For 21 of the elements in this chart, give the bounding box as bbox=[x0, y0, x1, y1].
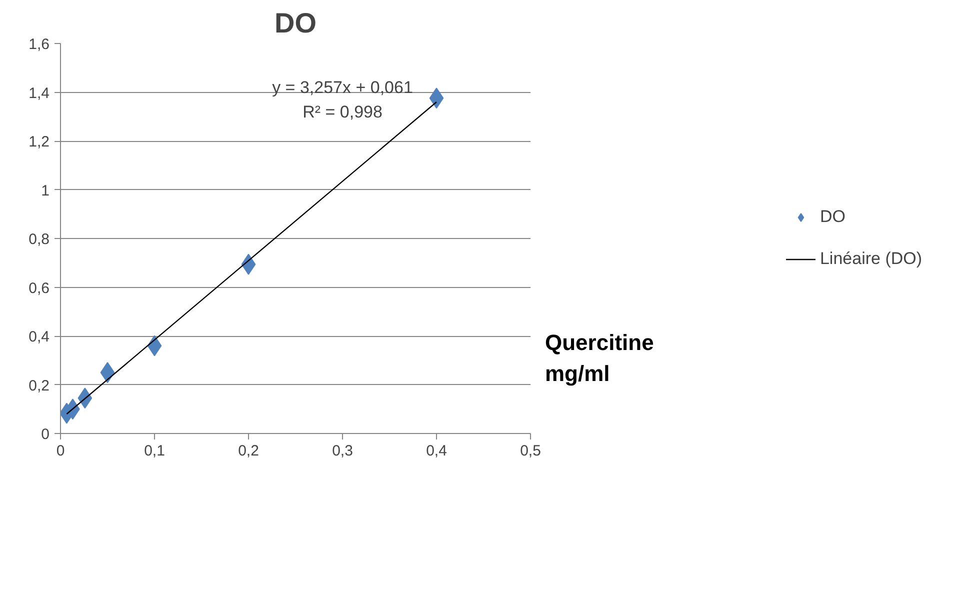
x-axis-title: Quercitine mg/ml bbox=[545, 329, 654, 388]
annotation: y = 3,257x + 0,061 bbox=[272, 78, 413, 97]
y-tick-label: 0 bbox=[41, 426, 50, 443]
legend-label: Linéaire (DO) bbox=[820, 249, 922, 269]
y-tick-label: 0,8 bbox=[28, 231, 50, 248]
y-tick-label: 1,2 bbox=[28, 134, 50, 150]
x-tick-label: 0,4 bbox=[426, 442, 447, 460]
y-tick-label: 1,4 bbox=[28, 84, 50, 102]
y-tick-label: 1 bbox=[41, 182, 50, 200]
x-tick-label: 0 bbox=[56, 442, 65, 460]
chart-title: DO bbox=[274, 8, 316, 38]
legend-label: DO bbox=[820, 207, 846, 227]
x-tick-label: 0,2 bbox=[238, 442, 259, 460]
x-tick-label: 0,3 bbox=[332, 442, 353, 460]
x-tick-label: 0,1 bbox=[144, 442, 165, 460]
y-tick-label: 0,2 bbox=[28, 377, 50, 394]
x-tick-label: 0,5 bbox=[520, 442, 541, 460]
annotation: R² = 0,998 bbox=[302, 102, 382, 122]
y-tick-label: 1,6 bbox=[28, 36, 50, 53]
y-tick-label: 0,4 bbox=[28, 328, 50, 346]
y-tick-label: 0,6 bbox=[28, 280, 50, 297]
